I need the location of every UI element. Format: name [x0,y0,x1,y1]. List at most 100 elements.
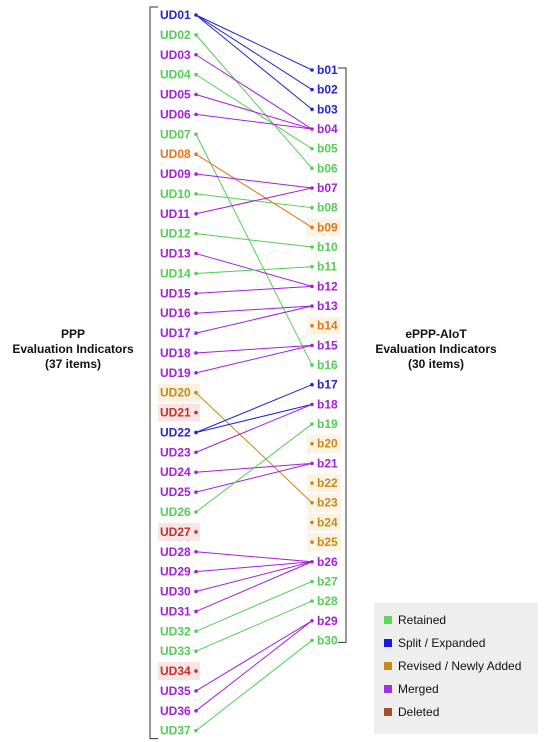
right-item-dot [310,343,314,348]
left-item-label-ud22: UD22 [160,425,191,439]
left-item-dot [194,192,198,196]
right-group-title: ePPP-AIoT Evaluation Indicators (30 item… [362,327,510,372]
right-item-dot [310,146,314,151]
left-item-dot [194,52,198,57]
connection-line-ud23-b18 [195,403,313,453]
left-item-label-ud16: UD16 [160,306,191,320]
right-item-label-b09: b09 [317,220,338,234]
connection-line-ud02-b06 [195,34,313,169]
left-item-dot [194,212,198,216]
right-item-label-b06: b06 [317,161,338,175]
connection-line-ud19-b15 [195,344,313,374]
left-item-dot [194,271,198,276]
left-item-dot [194,530,198,534]
connection-line-ud06-b04 [195,113,313,130]
left-item-dot [194,72,198,77]
row-highlight [158,403,200,422]
connection-line-ud32-b27 [195,580,313,632]
left-item-dot [194,410,198,415]
right-item-label-b02: b02 [317,83,338,97]
left-item-dot [194,390,198,395]
left-item-label-ud07: UD07 [160,127,191,141]
connection-line-ud01-b03 [195,14,313,110]
right-item-dot [310,225,314,230]
right-item-dot [310,107,314,112]
left-item-dot [194,331,198,335]
right-item-label-b20: b20 [317,437,338,451]
connection-line-ud16-b13 [195,305,313,314]
connection-line-ud20-b23 [195,392,313,504]
left-item-dot [194,490,198,494]
left-item-dot [194,33,198,37]
legend-label-retained: Retained [398,613,447,627]
legend-item-revised: Revised / Newly Added [384,658,521,674]
left-item-dot [194,470,198,475]
right-item-dot [310,579,314,584]
left-item-dot [194,649,198,653]
left-item-dot [194,629,198,634]
left-item-dot [194,450,198,455]
right-item-label-b03: b03 [317,102,338,116]
left-group-bracket [149,6,158,740]
right-item-dot [310,500,314,505]
left-item-label-ud33: UD33 [160,644,191,658]
left-item-label-ud01: UD01 [160,8,191,22]
left-item-dot [194,689,198,693]
left-item-label-ud34: UD34 [160,664,191,678]
left-item-label-ud13: UD13 [160,247,191,261]
connection-line-ud03-b04 [195,54,313,130]
legend-label-revised: Revised / Newly Added [398,659,522,673]
row-highlight [307,533,341,552]
connection-line-ud33-b28 [195,600,313,652]
left-item-label-ud26: UD26 [160,505,191,519]
right-item-label-b05: b05 [317,142,338,156]
left-item-label-ud11: UD11 [160,207,190,221]
right-item-dot [310,441,314,446]
left-item-label-ud06: UD06 [160,107,191,121]
right-item-label-b28: b28 [317,594,338,608]
right-group-title-line2: Evaluation Indicators [375,342,497,356]
left-item-dot [194,92,198,97]
right-item-dot [310,68,314,72]
left-item-dot [194,132,198,137]
right-item-dot [310,186,314,190]
left-item-label-ud17: UD17 [160,326,191,340]
left-item-label-ud32: UD32 [160,624,191,638]
connection-line-ud14-b11 [195,266,313,274]
left-item-dot [194,13,198,17]
left-item-dot [194,291,198,296]
connection-line-ud17-b13 [195,305,313,334]
connection-line-ud11-b07 [195,187,313,215]
right-item-dot [310,382,314,387]
right-item-label-b24: b24 [317,515,338,529]
legend-item-split: Split / Expanded [384,635,485,651]
row-highlight [307,493,341,512]
right-group-title-line3: (30 items) [407,357,465,371]
left-item-label-ud29: UD29 [160,565,191,579]
right-item-dot [310,304,314,308]
right-item-dot [310,323,314,328]
right-item-label-b12: b12 [317,279,338,293]
right-item-label-b27: b27 [317,574,338,588]
legend-swatch-merged [384,685,392,693]
left-indicator-column: UD01 UD02 UD03 UD04 UD05 UD06 UD07 UD08 UD09 UD10… [160,8,198,738]
right-item-dot [310,284,314,289]
legend-label-deleted: Deleted [398,705,440,719]
left-item-label-ud02: UD02 [160,28,191,42]
left-item-dot [194,549,198,554]
right-item-label-b19: b19 [317,417,338,431]
connection-line-ud29-b26 [195,561,313,573]
right-item-label-b13: b13 [317,299,338,313]
right-item-label-b21: b21 [317,456,338,470]
connection-line-ud05-b04 [195,94,313,130]
legend-swatch-retained [384,616,392,624]
connection-line-ud01-b01 [195,14,313,71]
connection-line-ud07-b16 [195,134,313,366]
right-item-dot [310,618,314,623]
left-item-label-ud12: UD12 [160,227,191,241]
right-item-label-b29: b29 [317,614,338,628]
right-item-label-b30: b30 [317,633,338,647]
left-item-dot [194,251,198,256]
left-item-dot [194,709,198,713]
connection-line-ud08-b09 [195,153,313,228]
